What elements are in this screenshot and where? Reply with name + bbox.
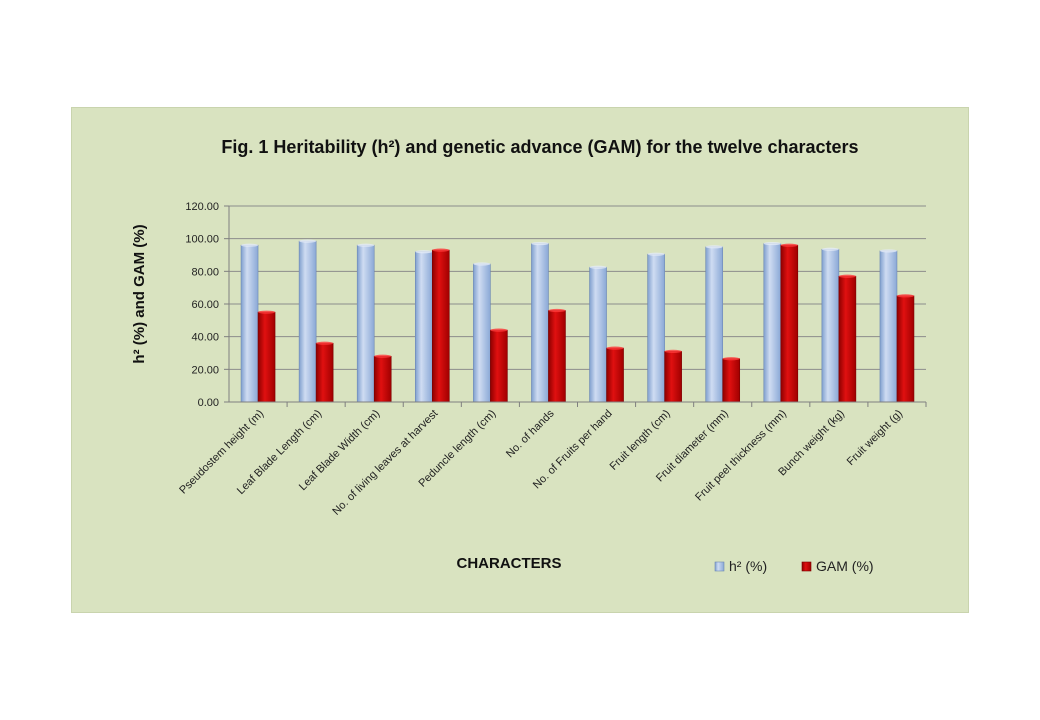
y-tick-label: 20.00 (191, 364, 219, 376)
legend-label: GAM (%) (816, 558, 874, 574)
chart-panel: Fig. 1 Heritability (h²) and genetic adv… (71, 107, 969, 613)
bar-heritability-top (299, 239, 317, 243)
y-tick-label: 80.00 (191, 266, 219, 278)
bar-gam-top (722, 357, 740, 361)
legend-swatch (801, 561, 812, 572)
bar-gam (896, 295, 915, 403)
bar-gam (257, 311, 276, 403)
bar-gam-top (780, 243, 798, 247)
bar-heritability-top (473, 262, 491, 266)
bar-heritability-top (821, 247, 839, 251)
bar-heritability (589, 266, 607, 403)
bar-heritability-top (647, 252, 665, 256)
x-tick-label: Bunch weight (kg) (776, 408, 847, 479)
bar-gam (780, 244, 799, 403)
axes (224, 205, 927, 407)
bar-heritability (763, 243, 782, 403)
bar-heritability (879, 250, 898, 403)
y-tick-label: 60.00 (191, 299, 219, 311)
bar-heritability-top (879, 249, 897, 253)
bar-heritability-top (241, 243, 259, 247)
bar-heritability (531, 243, 549, 403)
bar-gam-top (432, 248, 450, 252)
bar-heritability (705, 246, 724, 403)
x-tick-label: Fruit weight (g) (845, 408, 905, 468)
legend-swatch (714, 561, 725, 572)
legend: h² (%) GAM (%) (714, 558, 874, 574)
bar-heritability-top (705, 245, 723, 249)
bar-gam-top (664, 349, 682, 353)
bar-gam-top (896, 294, 914, 298)
bar-heritability (821, 248, 840, 403)
legend-label: h² (%) (729, 558, 767, 574)
x-axis-label: CHARACTERS (457, 555, 562, 572)
bar-gam (373, 355, 392, 403)
bar-gam (315, 342, 334, 403)
y-tick-label: 40.00 (191, 332, 219, 344)
bar-gam (548, 310, 566, 403)
bar-gam (838, 275, 857, 403)
y-tick-label: 100.00 (185, 234, 219, 246)
bar-gam-top (490, 328, 508, 332)
y-tick-label: 120.00 (185, 201, 219, 213)
bar-heritability-top (589, 265, 607, 269)
bar-gam-top (606, 346, 624, 350)
bar-heritability (414, 251, 433, 403)
y-tick-labels: 0.00 20.00 40.00 60.00 80.00 100.00 120.00 (185, 201, 219, 409)
bars (240, 239, 915, 403)
bar-heritability-top (415, 250, 433, 254)
bar-heritability (240, 244, 259, 403)
bar-gam-top (838, 274, 856, 278)
bar-gam (431, 249, 450, 403)
gridlines (229, 205, 926, 370)
bar-heritability (298, 240, 317, 403)
bar-gam-top (258, 310, 276, 314)
bar-heritability-top (763, 241, 781, 246)
y-tick-label: 0.00 (198, 397, 219, 409)
chart-svg: Fig. 1 Heritability (h²) and genetic adv… (131, 137, 927, 574)
bar-heritability (356, 244, 375, 403)
bar-gam (490, 329, 508, 403)
bar-heritability (473, 263, 491, 403)
bar-heritability (647, 253, 665, 403)
x-tick-label: No. of hands (504, 407, 557, 460)
x-tick-label: No. of living leaves at harvest (330, 408, 440, 518)
x-tick-labels: Pseudostem height (m)Leaf Blade Length (… (177, 407, 905, 517)
y-axis-label: h² (%) and GAM (%) (131, 224, 148, 363)
bar-gam (664, 351, 682, 403)
bar-heritability-top (357, 243, 375, 247)
bar-gam-top (374, 354, 392, 358)
bar-heritability-top (531, 241, 549, 246)
bar-gam (722, 358, 741, 403)
chart-title: Fig. 1 Heritability (h²) and genetic adv… (221, 137, 858, 157)
bar-gam-top (316, 341, 334, 345)
bar-gam-top (548, 308, 566, 313)
x-tick-label: Fruit length (cm) (608, 408, 673, 473)
bar-gam (606, 347, 624, 403)
